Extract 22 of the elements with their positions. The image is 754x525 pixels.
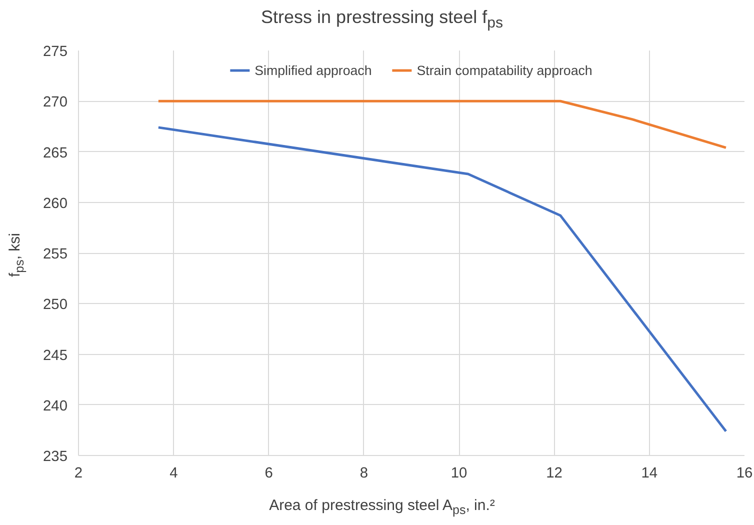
- y-tick-label: 250: [43, 297, 68, 314]
- x-tick-label: 16: [736, 466, 753, 482]
- legend-label: Strain compatability approach: [416, 62, 592, 78]
- line-series: [157, 126, 728, 432]
- y-tick-label: 240: [43, 398, 68, 414]
- x-tick-label: 10: [450, 466, 468, 482]
- chart-title: Stress in prestressing steel f$_{ps}$: [260, 6, 504, 34]
- x-axis-title: Area of prestressing steel A$_{ps}$, in.²: [268, 496, 496, 519]
- x-tick-label: 8: [360, 466, 368, 482]
- y-tick-label: 270: [43, 94, 68, 111]
- legend-label: Simplified approach: [254, 62, 372, 78]
- x-tick-label: 12: [546, 466, 562, 482]
- x-tick-label: 4: [170, 466, 178, 482]
- y-tick-label: 265: [43, 145, 68, 162]
- y-tick-label: 275: [43, 44, 68, 60]
- y-tick-label: 245: [43, 348, 68, 364]
- y-tick-label: 255: [43, 246, 68, 262]
- y-tick-label: 260: [43, 196, 68, 212]
- y-tick-label: 235: [43, 449, 68, 465]
- x-tick-label: 2: [74, 466, 83, 482]
- x-tick-label: 6: [264, 466, 273, 482]
- x-tick-label: 14: [641, 466, 658, 482]
